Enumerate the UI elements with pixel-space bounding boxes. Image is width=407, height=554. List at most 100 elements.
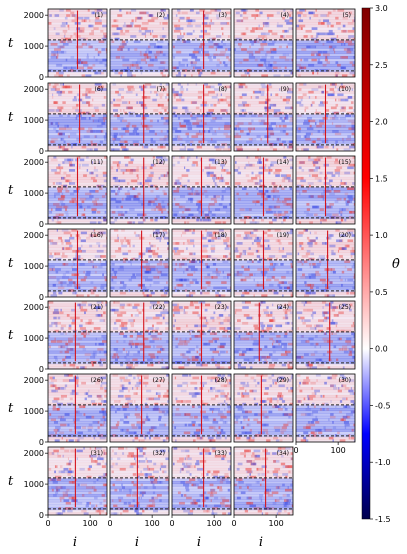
heat-cell [112, 434, 117, 437]
heat-cell [302, 381, 309, 385]
heat-cell [84, 311, 86, 315]
heat-cell [255, 283, 260, 287]
heat-cell [200, 291, 204, 295]
heat-cell [291, 58, 293, 62]
heat-band [234, 327, 293, 331]
heat-band [48, 98, 107, 102]
heat-cell [153, 436, 161, 440]
heat-cell [188, 213, 194, 217]
heat-cell [126, 303, 131, 307]
heat-cell [98, 161, 101, 164]
heat-cell [81, 74, 86, 77]
heat-cell [240, 32, 247, 36]
heat-cell [76, 16, 84, 20]
heat-cell [48, 306, 51, 309]
heat-cell [234, 249, 239, 253]
heat-cell [98, 402, 103, 406]
heat-cell [127, 249, 132, 253]
heat-band [48, 428, 107, 432]
panel-label: (26) [91, 377, 103, 384]
heat-cell [160, 145, 166, 149]
heat-cell [94, 306, 101, 309]
heat-cell [290, 140, 293, 144]
heat-band [234, 114, 293, 118]
heat-cell [192, 229, 196, 232]
heat-cell [339, 117, 346, 120]
heat-cell [217, 431, 219, 435]
heat-cell [260, 400, 266, 403]
heat-cell [60, 308, 62, 312]
heat-cell [151, 208, 156, 211]
heat-cell [174, 135, 179, 138]
heat-cell [71, 316, 75, 320]
heat-band [110, 218, 169, 222]
heat-cell [280, 428, 287, 432]
heat-cell [54, 195, 56, 198]
heat-cell [51, 452, 55, 455]
heat-cell [226, 410, 231, 414]
heat-cell [123, 257, 128, 261]
heat-cell [317, 179, 320, 183]
heat-cell [94, 229, 96, 232]
heat-cell [145, 329, 149, 333]
heat-cell [114, 301, 120, 304]
heat-band [110, 389, 169, 393]
heat-cell [143, 145, 149, 149]
heat-cell [96, 394, 103, 398]
heat-cell [325, 203, 327, 206]
heat-cell [286, 22, 293, 25]
heat-cell [242, 32, 246, 36]
panel-label: (3) [219, 12, 228, 19]
heat-cell [177, 135, 181, 138]
heat-cell [142, 286, 147, 290]
panel-background [110, 301, 169, 369]
heat-cell [62, 276, 66, 279]
heat-cell [167, 171, 169, 175]
heat-cell [249, 348, 254, 351]
heat-band [110, 103, 169, 107]
heat-cell [95, 135, 98, 138]
heat-cell [266, 127, 274, 131]
heat-cell [93, 229, 95, 232]
heat-cell [248, 332, 250, 335]
heat-cell [280, 213, 286, 217]
heat-cell [258, 171, 263, 175]
heat-cell [141, 32, 147, 36]
heat-cell [154, 45, 160, 49]
heat-cell [102, 273, 104, 277]
heat-cell [289, 311, 293, 315]
heat-cell [98, 342, 105, 346]
heat-cell [255, 384, 257, 388]
heat-cell [240, 74, 248, 77]
heat-cell [234, 169, 239, 172]
heat-cell [145, 263, 150, 266]
heat-cell [347, 48, 354, 51]
heat-cell [91, 353, 95, 356]
heat-cell [308, 63, 315, 67]
heat-cell [283, 98, 287, 102]
heat-cell [187, 19, 192, 23]
heat-cell [129, 156, 131, 159]
heat-cell [236, 19, 241, 23]
heat-cell [187, 358, 191, 362]
heat-cell [349, 308, 352, 312]
heat-cell [239, 208, 245, 211]
heat-cell [264, 106, 268, 110]
heat-cell [204, 213, 209, 217]
heat-band [234, 119, 293, 123]
heat-cell [341, 208, 346, 211]
heat-cell [175, 27, 183, 30]
heat-cell [140, 348, 144, 351]
heat-cell [186, 63, 189, 67]
heat-cell [237, 363, 241, 367]
heat-cell [90, 234, 93, 237]
heat-cell [114, 71, 119, 75]
heat-cell [257, 381, 260, 385]
heat-cell [103, 449, 106, 453]
heat-cell [201, 192, 204, 196]
heat-cell [228, 148, 231, 151]
heat-cell [322, 197, 325, 201]
heat-cell [300, 335, 304, 338]
heat-cell [127, 66, 129, 70]
